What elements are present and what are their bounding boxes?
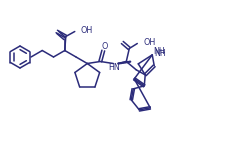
Text: HN: HN — [108, 63, 120, 72]
Text: OH: OH — [143, 38, 155, 47]
Text: O: O — [101, 42, 107, 51]
Text: OH: OH — [80, 26, 93, 35]
Text: NH: NH — [154, 49, 165, 58]
Text: NH: NH — [153, 47, 164, 56]
